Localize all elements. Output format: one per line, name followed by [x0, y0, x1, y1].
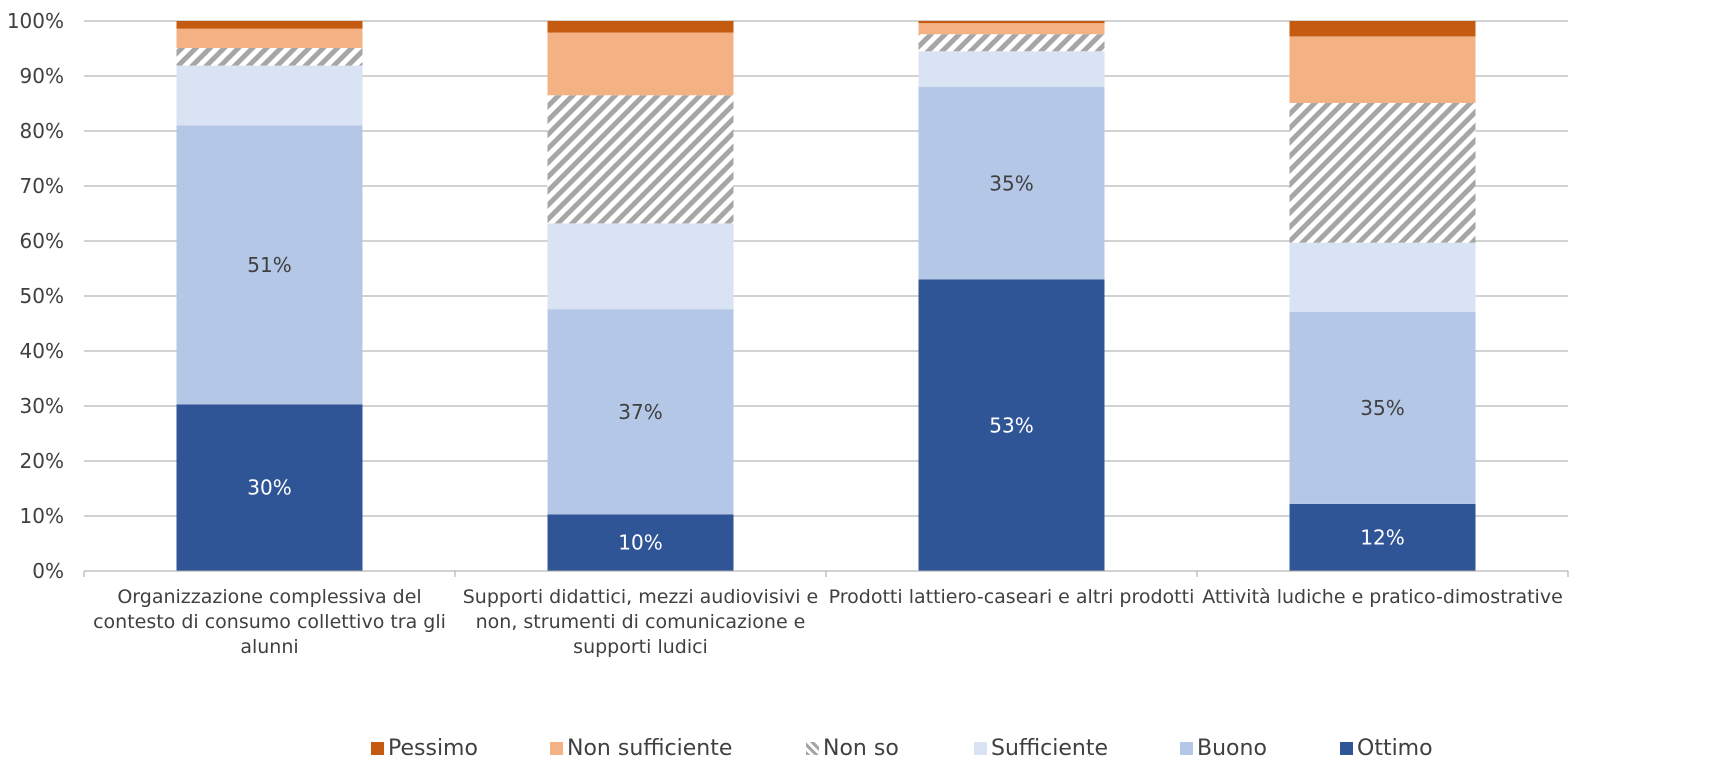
y-tick-label: 0%: [32, 559, 64, 583]
data-label: 30%: [247, 476, 291, 500]
bar-segment-ottimo: [1289, 503, 1476, 571]
x-tick-label: Attività ludiche e pratico-dimostrative: [1202, 586, 1563, 608]
y-tick-label: 80%: [20, 119, 64, 143]
x-tick-label: Prodotti lattiero-caseari e altri prodot…: [829, 586, 1195, 608]
x-tick-label: supporti ludici: [573, 636, 708, 658]
bar-segment-non-sufficiente: [918, 23, 1105, 35]
bar-segment-pessimo: [547, 21, 734, 33]
bar-segment-buono: [176, 125, 363, 405]
bar-segment-non-sufficiente: [176, 28, 363, 48]
legend-item-sufficiente: Sufficiente: [974, 733, 1108, 763]
y-tick-label: 100%: [7, 9, 64, 33]
x-tick-label: Organizzazione complessiva del: [117, 586, 421, 608]
bar-segment-ottimo: [918, 279, 1105, 571]
y-tick-label: 20%: [20, 449, 64, 473]
y-tick-label: 60%: [20, 229, 64, 253]
data-label: 51%: [247, 253, 291, 277]
legend-item-ottimo: Ottimo: [1340, 733, 1433, 763]
bar-segment-non-so: [176, 47, 363, 66]
legend-swatch: [371, 741, 384, 755]
bar-segment-pessimo: [1289, 21, 1476, 37]
legend-label: Pessimo: [388, 735, 478, 761]
bars: [176, 21, 1476, 571]
bar-segment-buono: [1289, 311, 1476, 504]
y-tick-label: 40%: [20, 339, 64, 363]
legend-label: Buono: [1197, 735, 1267, 761]
y-tick-label: 90%: [20, 64, 64, 88]
bar-segment-sufficiente: [918, 51, 1105, 87]
x-axis-labels: Organizzazione complessiva del contesto d…: [93, 586, 1563, 658]
x-tick-label: Supporti didattici, mezzi audiovisivi e: [463, 586, 819, 608]
x-axis: [83, 570, 1569, 577]
bar-segment-ottimo: [176, 404, 363, 571]
legend-swatch: [550, 741, 563, 755]
bar-segment-pessimo: [176, 21, 363, 29]
bar-segment-non-so: [1289, 102, 1476, 243]
legend-label: Sufficiente: [991, 735, 1109, 761]
data-label: 10%: [618, 531, 662, 555]
y-tick-label: 30%: [20, 394, 64, 418]
data-label: 35%: [1360, 396, 1404, 420]
legend-item-pessimo: Pessimo: [371, 733, 478, 763]
legend-label: Non so: [823, 735, 899, 761]
data-label: 35%: [989, 171, 1033, 195]
x-tick-label: alunni: [240, 636, 298, 658]
y-tick-label: 50%: [20, 284, 64, 308]
legend-label: Non sufficiente: [567, 735, 733, 761]
legend: Pessimo Non sufficiente Non so Sufficiente B…: [0, 733, 1713, 763]
legend-swatch: [1180, 741, 1193, 755]
bar-segment-non-sufficiente: [547, 32, 734, 96]
bar-segment-non-so: [547, 95, 734, 224]
legend-label: Ottimo: [1357, 735, 1433, 761]
legend-swatch: [974, 741, 987, 755]
legend-swatch: [806, 741, 819, 755]
y-tick-label: 70%: [20, 174, 64, 198]
bar-segment-pessimo: [918, 21, 1105, 24]
legend-item-non-so: Non so: [806, 733, 899, 763]
bar-segment-ottimo: [547, 514, 734, 571]
data-label: 37%: [618, 400, 662, 424]
y-axis-ticks: 0% 10% 20% 30% 40% 50% 60% 70% 80% 90% 100%: [7, 9, 64, 583]
legend-swatch: [1340, 741, 1353, 755]
data-label: 12%: [1360, 525, 1404, 549]
bar-segment-sufficiente: [547, 223, 734, 310]
x-tick-label: contesto di consumo collettivo tra gli: [93, 611, 446, 633]
legend-item-buono: Buono: [1180, 733, 1267, 763]
data-label: 53%: [989, 413, 1033, 437]
bar-segment-sufficiente: [176, 65, 363, 126]
bar-segment-non-so: [918, 34, 1105, 52]
bar-segment-sufficiente: [1289, 242, 1476, 312]
stacked-bar-chart: 0% 10% 20% 30% 40% 50% 60% 70% 80% 90% 100% 30% 51%…: [7, 9, 1569, 658]
data-labels: 30% 51% 10% 37% 53% 35% 12% 35%: [247, 171, 1404, 554]
bar-segment-buono: [547, 309, 734, 515]
legend-item-non-sufficiente: Non sufficiente: [550, 733, 732, 763]
y-tick-label: 10%: [20, 504, 64, 528]
x-tick-label: non, strumenti di comunicazione e: [476, 611, 806, 633]
bar-segment-non-sufficiente: [1289, 36, 1476, 103]
bar-segment-buono: [918, 87, 1105, 280]
